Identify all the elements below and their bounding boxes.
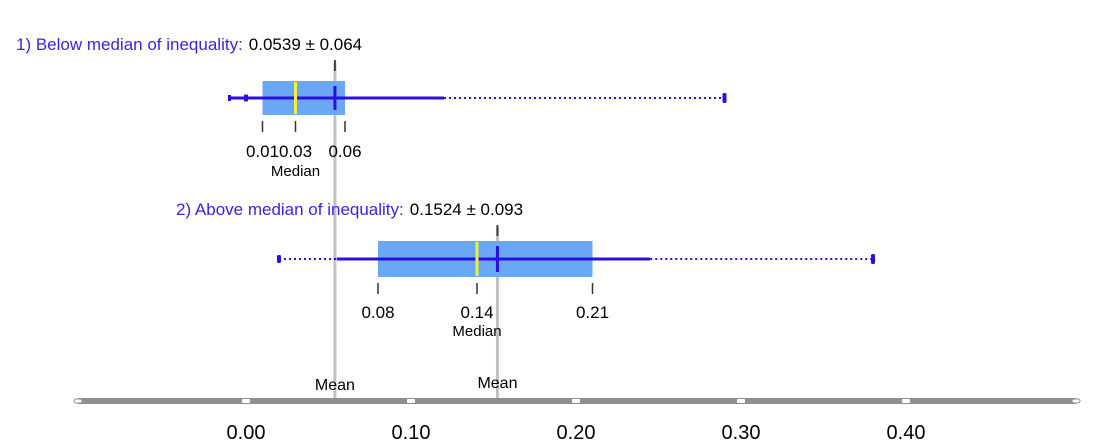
group-title-stat: 0.0539 ± 0.064	[249, 35, 362, 54]
group-1: 1) Below median of inequality: 0.0539 ± 0…	[16, 35, 727, 180]
axis-tick-mark	[572, 399, 580, 403]
median-label: Median	[452, 323, 501, 340]
group-title-prefix: 2) Above median of inequality:	[176, 200, 404, 219]
axis-tick-mark	[242, 399, 250, 403]
mean-label: Mean	[315, 377, 355, 394]
x-tick-label: 0.40	[887, 422, 926, 444]
group-title-prefix: 1) Below median of inequality:	[16, 35, 243, 54]
group-title: 2) Above median of inequality: 0.1524 ± 0…	[176, 200, 523, 219]
x-tick-label: 0.20	[557, 422, 596, 444]
value-label: 0.03	[279, 142, 312, 161]
dotted-high-endpoint	[722, 93, 727, 103]
axis-end-left	[73, 398, 83, 404]
axis-tick-mark	[737, 399, 745, 403]
x-tick-label: 0.00	[227, 422, 266, 444]
groups: 1) Below median of inequality: 0.0539 ± 0…	[16, 35, 875, 340]
axis-tick-mark	[407, 399, 415, 403]
value-label: 0.14	[460, 303, 493, 322]
group-2: 2) Above median of inequality: 0.1524 ± 0…	[176, 200, 875, 340]
value-label: 0.08	[361, 303, 394, 322]
outlier-point	[244, 94, 248, 102]
x-axis: 0.00 0.10 0.20 0.30 0.40	[73, 398, 1081, 444]
axis-end-right	[1071, 398, 1081, 404]
group-title: 1) Below median of inequality: 0.0539 ± 0…	[16, 35, 362, 54]
x-tick-label: 0.30	[722, 422, 761, 444]
dotted-high-endpoint	[871, 254, 875, 264]
value-label: 0.21	[576, 303, 609, 322]
whisker-low-cap	[228, 95, 231, 101]
group-title-stat: 0.1524 ± 0.093	[410, 200, 523, 219]
x-tick-label: 0.10	[392, 422, 431, 444]
dotted-low-endpoint	[277, 255, 281, 263]
value-label: 0.01	[246, 142, 279, 161]
value-label: 0.06	[328, 142, 361, 161]
median-label: Median	[271, 163, 320, 180]
axis-tick-mark	[902, 399, 910, 403]
mean-label: Mean	[477, 375, 517, 392]
mean-lines: Mean Mean	[315, 62, 517, 401]
